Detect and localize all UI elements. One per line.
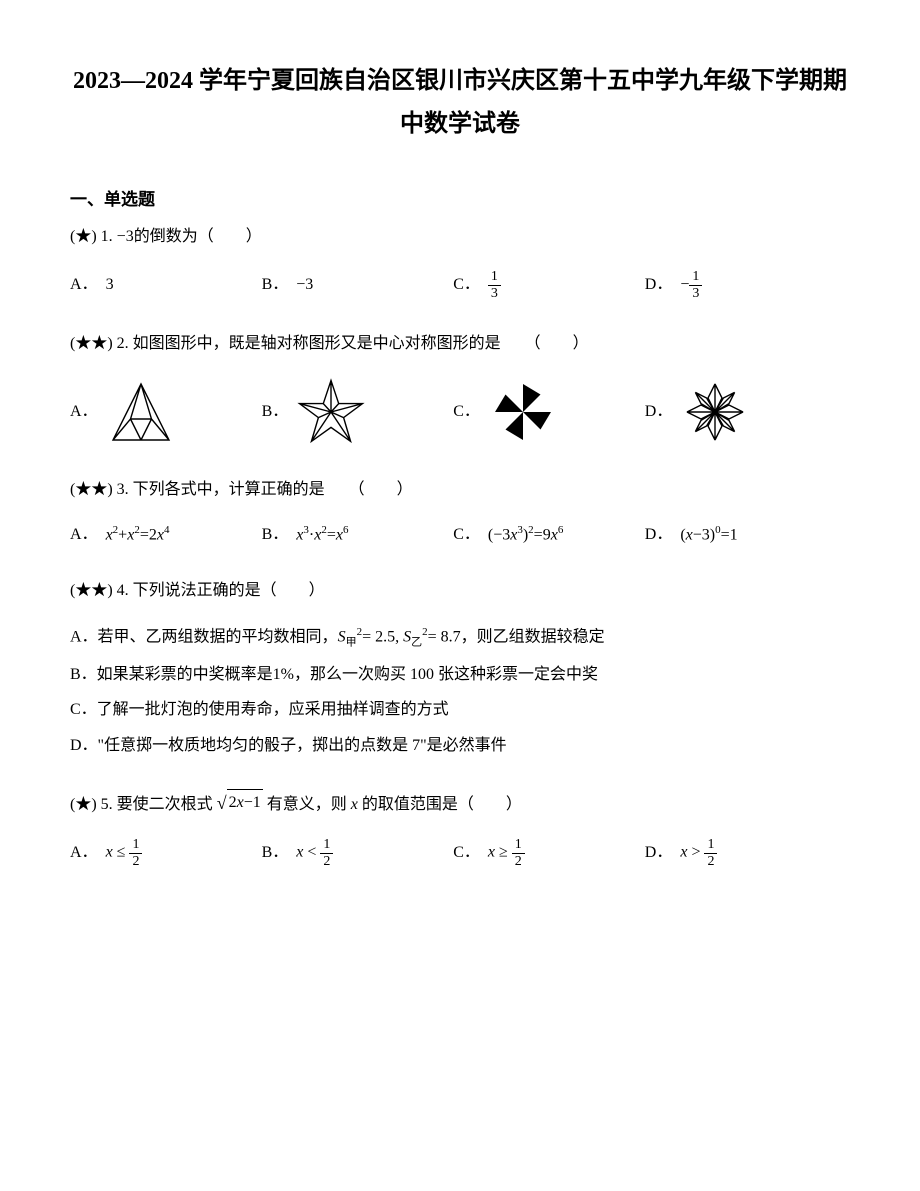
fraction-icon: 13 [488,269,501,301]
q2-option-a: A． [70,377,242,447]
q3-options: A． x2+x2=2x4 B． x3·x2=x6 C． (−3x3)2=9x6 … [70,522,850,548]
q4a-text: A．若甲、乙两组数据的平均数相同，S甲2= 2.5, S乙2= 8.7，则乙组数… [70,624,605,652]
q3-option-b: B． x3·x2=x6 [262,522,434,548]
question-1-text: (★) 1. −3的倒数为（ ） [70,224,850,250]
q4-stars: (★★) 4. [70,582,129,599]
q1-option-c: C． 13 [453,269,625,301]
question-5: (★) 5. 要使二次根式 √2x−1 有意义，则 x 的取值范围是（ ） A．… [70,789,850,870]
q4-body: 下列说法正确的是（ ） [133,582,325,599]
q1-option-b: B． −3 [262,269,434,301]
question-4: (★★) 4. 下列说法正确的是（ ） A．若甲、乙两组数据的平均数相同，S甲2… [70,578,850,758]
q3-body: 下列各式中，计算正确的是 （ ） [133,481,413,498]
question-1: (★) 1. −3的倒数为（ ） A． 3 B． −3 C． 13 D． −13 [70,224,850,301]
question-2: (★★) 2. 如图图形中，既是轴对称图形又是中心对称图形的是 （ ） A． B… [70,331,850,447]
neg-fraction-icon: −13 [680,269,702,301]
q2-option-c: C． [453,377,625,447]
math-expr: x > 12 [680,837,717,869]
q3-option-a: A． x2+x2=2x4 [70,522,242,548]
question-3-text: (★★) 3. 下列各式中，计算正确的是 （ ） [70,477,850,503]
q5-text3: 的取值范围是（ ） [358,796,522,813]
q1-stars: (★) 1. [70,228,113,245]
q5-text2: 有意义，则 [267,796,351,813]
q5-text1: 要使二次根式 [117,796,213,813]
q2-option-d: D． [645,377,817,447]
sqrt-icon: √2x−1 [217,789,263,818]
question-5-text: (★) 5. 要使二次根式 √2x−1 有意义，则 x 的取值范围是（ ） [70,789,850,818]
q5-option-c: C． x ≥ 12 [453,837,625,869]
q4-option-c: C．了解一批灯泡的使用寿命，应采用抽样调查的方式 [70,697,850,723]
q5-option-b: B． x < 12 [262,837,434,869]
q3-option-d: D． (x−3)0=1 [645,522,817,548]
math-expr: x3·x2=x6 [296,522,348,548]
math-expr: x ≥ 12 [488,837,525,869]
q3-stars: (★★) 3. [70,481,129,498]
q5-stars: (★) 5. [70,796,113,813]
section-header: 一、单选题 [70,186,850,213]
q4-option-a: A．若甲、乙两组数据的平均数相同，S甲2= 2.5, S乙2= 8.7，则乙组数… [70,624,850,652]
q5-option-d: D． x > 12 [645,837,817,869]
q3-option-c: C． (−3x3)2=9x6 [453,522,625,548]
q4-option-b: B．如果某彩票的中奖概率是1%，那么一次购买 100 张这种彩票一定会中奖 [70,662,850,688]
q4-option-d: D．"任意掷一枚质地均匀的骰子，掷出的点数是 7"是必然事件 [70,733,850,759]
math-expr: (−3x3)2=9x6 [488,522,563,548]
q2-option-b: B． [262,377,434,447]
page-title: 2023—2024 学年宁夏回族自治区银川市兴庆区第十五中学九年级下学期期中数学… [70,60,850,146]
math-expr: (x−3)0=1 [680,522,737,548]
triangle-icon [106,377,176,447]
q5-options: A． x ≤ 12 B． x < 12 C． x ≥ 12 D． x > 12 [70,837,850,869]
q2-body: 如图图形中，既是轴对称图形又是中心对称图形的是 （ ） [133,335,589,352]
q1-body: −3的倒数为（ ） [117,228,262,245]
math-expr: x2+x2=2x4 [106,522,170,548]
pinwheel-icon [488,377,558,447]
q4-options: A．若甲、乙两组数据的平均数相同，S甲2= 2.5, S乙2= 8.7，则乙组数… [70,624,850,759]
flower-icon [680,377,750,447]
q1-options: A． 3 B． −3 C． 13 D． −13 [70,269,850,301]
star-icon [296,377,366,447]
question-4-text: (★★) 4. 下列说法正确的是（ ） [70,578,850,604]
question-3: (★★) 3. 下列各式中，计算正确的是 （ ） A． x2+x2=2x4 B．… [70,477,850,549]
q2-stars: (★★) 2. [70,335,129,352]
q5-option-a: A． x ≤ 12 [70,837,242,869]
q1-option-d: D． −13 [645,269,817,301]
math-expr: x < 12 [296,837,333,869]
q1-option-a: A． 3 [70,269,242,301]
question-2-text: (★★) 2. 如图图形中，既是轴对称图形又是中心对称图形的是 （ ） [70,331,850,357]
math-expr: x ≤ 12 [106,837,143,869]
q2-options: A． B． C． D． [70,377,850,447]
